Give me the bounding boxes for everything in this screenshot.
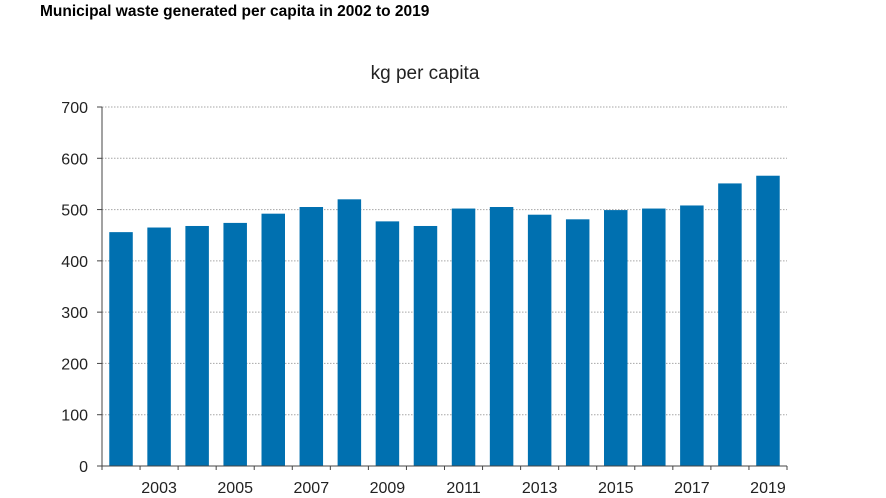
bar: [375, 221, 400, 466]
x-tick-label: 2003: [141, 480, 177, 497]
page-title: Municipal waste generated per capita in …: [40, 3, 430, 20]
y-tick-label: 200: [61, 356, 88, 373]
y-tick-label: 300: [61, 305, 88, 322]
x-tick-label: 2019: [750, 480, 786, 497]
bar: [147, 227, 171, 466]
bar: [299, 207, 324, 466]
bar: [109, 232, 133, 466]
bar: [451, 208, 476, 466]
y-axis-tick-labels: 0 100 200 300 400 500 600 700: [61, 100, 88, 476]
bar: [604, 210, 628, 466]
x-tick-label: 2007: [294, 480, 330, 497]
bar: [185, 225, 209, 466]
x-tick-label: 2009: [370, 480, 406, 497]
x-tick-label: 2005: [217, 480, 253, 497]
y-tick-label: 100: [61, 408, 88, 425]
bar: [337, 199, 362, 467]
y-tick-label: 700: [61, 100, 88, 117]
x-tick-label: 2017: [674, 480, 710, 497]
y-tick-label: 600: [61, 151, 88, 168]
bar: [756, 175, 780, 467]
bar: [261, 213, 285, 466]
x-tick-label: 2015: [598, 480, 634, 497]
x-tick-label: 2013: [522, 480, 558, 497]
unit-label: kg per capita: [371, 63, 480, 84]
x-axis-tick-labels: 2003 2005 2007 2009 2011 2013 2015 2017 2019: [141, 480, 786, 497]
bar: [718, 183, 742, 466]
y-tick-label: 400: [61, 254, 88, 271]
bar: [223, 222, 247, 466]
axes: [101, 107, 788, 470]
bar: [565, 219, 590, 466]
bar: [413, 225, 438, 466]
bar: [489, 207, 514, 466]
y-tick-label: 500: [61, 203, 88, 220]
bar: [642, 208, 666, 466]
bars: [109, 175, 780, 467]
bar: [527, 214, 552, 466]
gridlines: [97, 106, 787, 467]
bar: [680, 205, 704, 466]
x-tick-label: 2011: [446, 480, 481, 497]
y-tick-label: 0: [79, 459, 88, 476]
